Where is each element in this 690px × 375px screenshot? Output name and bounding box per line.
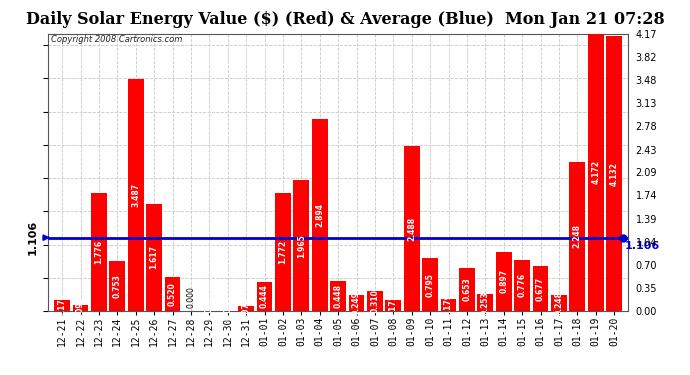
Text: 1.106: 1.106	[625, 241, 660, 251]
Bar	[496, 252, 511, 311]
Text: 2.248: 2.248	[573, 225, 582, 249]
Text: 0.310: 0.310	[371, 289, 380, 313]
Text: 0.795: 0.795	[426, 273, 435, 297]
Text: 0.099: 0.099	[76, 296, 85, 320]
Text: Daily Solar Energy Value ($) (Red) & Average (Blue)  Mon Jan 21 07:28: Daily Solar Energy Value ($) (Red) & Ave…	[26, 11, 664, 28]
Bar	[588, 34, 604, 311]
Bar	[367, 291, 383, 311]
Bar	[91, 193, 107, 311]
Text: Copyright 2008 Cartronics.com: Copyright 2008 Cartronics.com	[51, 35, 183, 44]
Bar	[386, 300, 401, 311]
Bar	[201, 310, 217, 311]
Bar	[146, 204, 162, 311]
Bar	[459, 268, 475, 311]
Text: 0.253: 0.253	[481, 291, 490, 315]
Bar	[348, 295, 364, 311]
Bar	[404, 146, 420, 311]
Bar	[293, 180, 309, 311]
Bar	[72, 304, 88, 311]
Bar	[551, 295, 566, 311]
Bar	[165, 277, 180, 311]
Bar	[110, 261, 125, 311]
Text: 0.011: 0.011	[205, 296, 214, 320]
Text: 0.653: 0.653	[462, 278, 471, 302]
Bar	[312, 118, 328, 311]
Text: 0.444: 0.444	[260, 285, 269, 308]
Bar	[331, 281, 346, 311]
Bar	[238, 306, 254, 311]
Text: 1.965: 1.965	[297, 234, 306, 258]
Text: 1.772: 1.772	[278, 240, 288, 264]
Text: 0.753: 0.753	[112, 274, 122, 298]
Text: 4.172: 4.172	[591, 160, 600, 184]
Text: 0.249: 0.249	[352, 291, 361, 315]
Bar	[441, 299, 456, 311]
Text: 0.520: 0.520	[168, 282, 177, 306]
Text: 0.776: 0.776	[518, 273, 526, 297]
Bar	[257, 282, 273, 311]
Text: 0.897: 0.897	[499, 269, 509, 294]
Bar	[569, 162, 585, 311]
Text: 0.179: 0.179	[444, 293, 453, 317]
Text: 0.677: 0.677	[536, 277, 545, 301]
Text: 0.000: 0.000	[186, 286, 195, 308]
Text: 1.617: 1.617	[150, 246, 159, 270]
Text: 0.173: 0.173	[57, 294, 67, 318]
Bar	[128, 79, 144, 311]
Text: 0.171: 0.171	[388, 294, 398, 318]
Text: 4.132: 4.132	[609, 162, 619, 186]
Bar	[275, 194, 290, 311]
Bar	[607, 36, 622, 311]
Bar	[533, 266, 549, 311]
Text: 3.487: 3.487	[131, 183, 140, 207]
Text: 1.776: 1.776	[95, 240, 103, 264]
Bar	[422, 258, 438, 311]
Text: 0.448: 0.448	[333, 284, 343, 308]
Text: 0.248: 0.248	[554, 291, 564, 315]
Text: 0.003: 0.003	[223, 296, 233, 320]
Text: 1.106: 1.106	[28, 220, 38, 255]
Bar	[514, 260, 530, 311]
Text: 0.078: 0.078	[241, 297, 250, 321]
Text: 2.894: 2.894	[315, 203, 324, 227]
Bar	[477, 294, 493, 311]
Bar	[55, 300, 70, 311]
Text: 2.488: 2.488	[407, 216, 416, 240]
